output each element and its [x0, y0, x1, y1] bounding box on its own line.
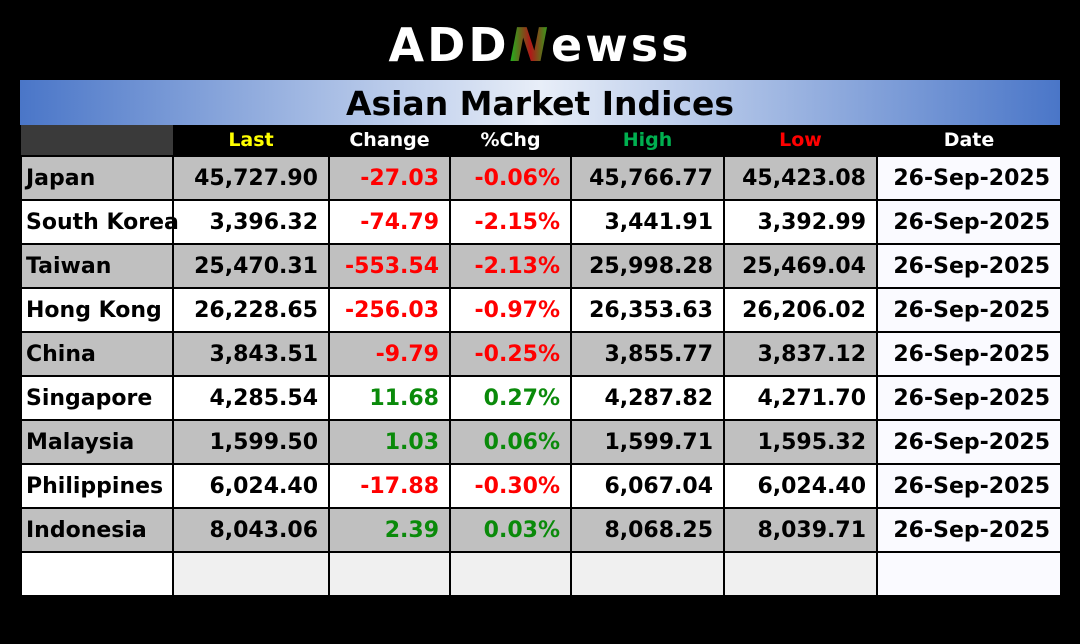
- empty-cell: [876, 551, 1062, 597]
- cell-high: 26,353.63: [570, 287, 725, 333]
- table-row: Philippines 6,024.40 -17.88 -0.30% 6,067.04 6…: [20, 463, 1062, 509]
- cell-low: 25,469.04: [723, 243, 878, 289]
- cell-pchg: 0.27%: [449, 375, 572, 421]
- header-row: Last Change %Chg High Low Date: [21, 125, 1061, 156]
- cell-change: -27.03: [328, 155, 451, 201]
- cell-date: 26-Sep-2025: [876, 331, 1062, 377]
- cell-date: 26-Sep-2025: [876, 507, 1062, 553]
- cell-name: Taiwan: [20, 243, 174, 289]
- cell-change: -553.54: [328, 243, 451, 289]
- cell-pchg: -0.97%: [449, 287, 572, 333]
- addnewss-logo: ADDNewss: [0, 18, 1080, 78]
- empty-cell: [328, 551, 451, 597]
- logo-n-mark: N: [509, 18, 551, 72]
- cell-last: 4,285.54: [172, 375, 330, 421]
- cell-date: 26-Sep-2025: [876, 419, 1062, 465]
- cell-low: 1,595.32: [723, 419, 878, 465]
- empty-cell: [172, 551, 330, 597]
- cell-high: 25,998.28: [570, 243, 725, 289]
- cell-high: 3,441.91: [570, 199, 725, 245]
- cell-low: 8,039.71: [723, 507, 878, 553]
- cell-high: 4,287.82: [570, 375, 725, 421]
- cell-low: 26,206.02: [723, 287, 878, 333]
- cell-pchg: -0.25%: [449, 331, 572, 377]
- cell-last: 3,843.51: [172, 331, 330, 377]
- logo-text: ewss: [551, 18, 692, 72]
- header-change: Change: [329, 125, 450, 156]
- cell-pchg: -2.15%: [449, 199, 572, 245]
- logo-text: ADD: [388, 18, 510, 72]
- cell-name: Indonesia: [20, 507, 174, 553]
- cell-name: China: [20, 331, 174, 377]
- cell-name: Japan: [20, 155, 174, 201]
- page-title: Asian Market Indices: [20, 80, 1060, 125]
- cell-name: South Korea: [20, 199, 179, 245]
- cell-name: Hong Kong: [20, 287, 174, 333]
- header-corner: [21, 125, 173, 156]
- empty-cell: [723, 551, 878, 597]
- cell-date: 26-Sep-2025: [876, 243, 1062, 289]
- empty-cell: [449, 551, 572, 597]
- header-date: Date: [877, 125, 1061, 156]
- cell-low: 3,392.99: [723, 199, 878, 245]
- cell-change: -74.79: [328, 199, 451, 245]
- table-row: Taiwan 25,470.31 -553.54 -2.13% 25,998.28 25,…: [20, 243, 1062, 289]
- cell-name: Malaysia: [20, 419, 174, 465]
- cell-last: 26,228.65: [172, 287, 330, 333]
- cell-date: 26-Sep-2025: [876, 199, 1062, 245]
- market-table: Last Change %Chg High Low Date Japan 45,7…: [20, 125, 1062, 597]
- table-row: Indonesia 8,043.06 2.39 0.03% 8,068.25 8,039.…: [20, 507, 1062, 553]
- cell-pchg: -0.06%: [449, 155, 572, 201]
- cell-high: 1,599.71: [570, 419, 725, 465]
- cell-pchg: 0.03%: [449, 507, 572, 553]
- cell-change: 11.68: [328, 375, 451, 421]
- header-last: Last: [173, 125, 329, 156]
- cell-date: 26-Sep-2025: [876, 375, 1062, 421]
- cell-pchg: -2.13%: [449, 243, 572, 289]
- cell-last: 3,396.32: [172, 199, 330, 245]
- table-row: Japan 45,727.90 -27.03 -0.06% 45,766.77 45,42…: [20, 155, 1062, 201]
- cell-change: -9.79: [328, 331, 451, 377]
- cell-change: -256.03: [328, 287, 451, 333]
- empty-cell: [20, 551, 174, 597]
- table-row: Hong Kong 26,228.65 -256.03 -0.97% 26,353.63…: [20, 287, 1062, 333]
- cell-date: 26-Sep-2025: [876, 155, 1062, 201]
- table-row: South Korea 3,396.32 -74.79 -2.15% 3,441.91 3…: [20, 199, 1062, 245]
- cell-change: 1.03: [328, 419, 451, 465]
- empty-cell: [570, 551, 725, 597]
- cell-last: 25,470.31: [172, 243, 330, 289]
- cell-change: 2.39: [328, 507, 451, 553]
- header-low: Low: [724, 125, 877, 156]
- empty-row: [20, 551, 1062, 597]
- cell-change: -17.88: [328, 463, 451, 509]
- cell-high: 6,067.04: [570, 463, 725, 509]
- cell-date: 26-Sep-2025: [876, 287, 1062, 333]
- header-pchg: %Chg: [450, 125, 571, 156]
- cell-last: 6,024.40: [172, 463, 330, 509]
- cell-name: Singapore: [20, 375, 174, 421]
- table-row: Malaysia 1,599.50 1.03 0.06% 1,599.71 1,595.3…: [20, 419, 1062, 465]
- cell-high: 8,068.25: [570, 507, 725, 553]
- cell-date: 26-Sep-2025: [876, 463, 1062, 509]
- cell-low: 3,837.12: [723, 331, 878, 377]
- cell-pchg: -0.30%: [449, 463, 572, 509]
- cell-pchg: 0.06%: [449, 419, 572, 465]
- cell-low: 45,423.08: [723, 155, 878, 201]
- cell-last: 8,043.06: [172, 507, 330, 553]
- cell-high: 3,855.77: [570, 331, 725, 377]
- cell-low: 6,024.40: [723, 463, 878, 509]
- cell-low: 4,271.70: [723, 375, 878, 421]
- cell-high: 45,766.77: [570, 155, 725, 201]
- cell-name: Philippines: [20, 463, 174, 509]
- cell-last: 45,727.90: [172, 155, 330, 201]
- table-row: Singapore 4,285.54 11.68 0.27% 4,287.82 4,271…: [20, 375, 1062, 421]
- table-row: China 3,843.51 -9.79 -0.25% 3,855.77 3,837.12…: [20, 331, 1062, 377]
- header-high: High: [571, 125, 724, 156]
- cell-last: 1,599.50: [172, 419, 330, 465]
